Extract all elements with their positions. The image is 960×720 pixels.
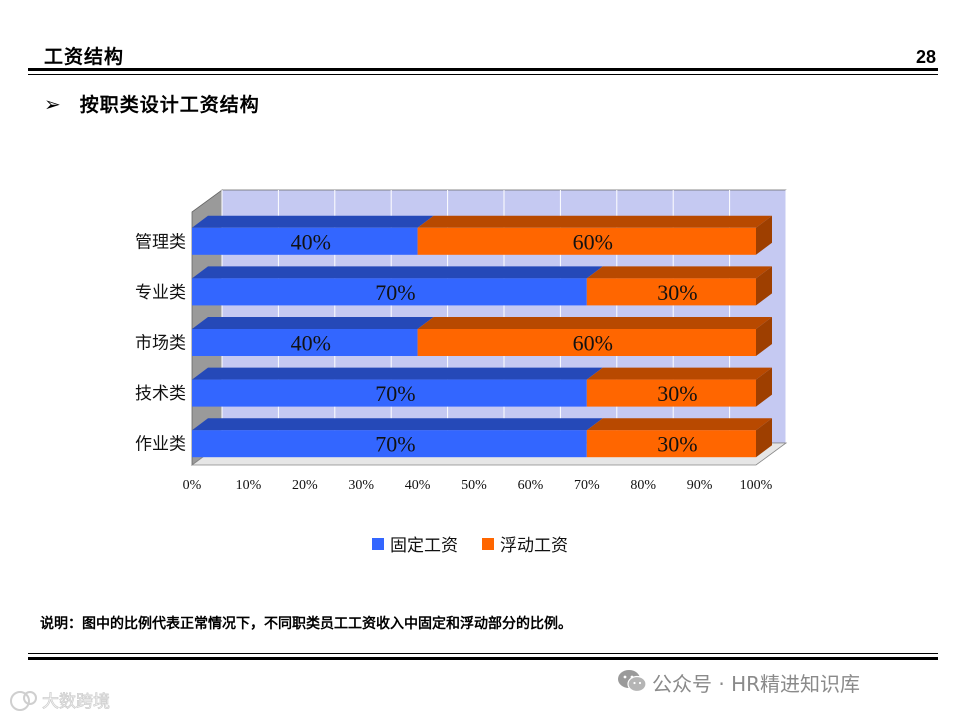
corner-logo: 大数跨境: [10, 691, 110, 712]
arrow-bullet-icon: ➢: [44, 91, 62, 116]
bar-data-label: 70%: [375, 280, 415, 305]
bar-top-face: [586, 266, 772, 279]
bar-side-face: [756, 215, 772, 255]
x-tick-label: 70%: [574, 478, 600, 493]
bar-segment: [417, 227, 756, 255]
bar-segment: [586, 430, 756, 458]
category-label: 管理类: [135, 232, 186, 252]
bar-segment: [417, 329, 756, 356]
bar-data-label: 30%: [657, 432, 697, 457]
footnote: 说明：图中的比例代表正常情况下，不同职类员工工资收入中固定和浮动部分的比例。: [40, 616, 572, 632]
bar-top-face: [192, 418, 603, 431]
header-rule-thick: [28, 68, 938, 71]
section-heading: ➢ 按职类设计工资结构: [44, 90, 260, 117]
section-heading-text: 按职类设计工资结构: [79, 94, 260, 116]
x-tick-label: 90%: [687, 478, 713, 493]
bar-data-label: 40%: [291, 229, 331, 254]
bar-top-face: [417, 317, 772, 329]
wechat-icon: [618, 670, 647, 693]
category-label: 技术类: [135, 384, 186, 404]
bar-data-label: 30%: [657, 280, 697, 305]
bar-side-face: [756, 367, 772, 407]
bar-side-face: [756, 418, 772, 458]
legend-label: 浮动工资: [500, 536, 568, 556]
x-tick-label: 20%: [292, 478, 318, 493]
x-tick-label: 40%: [405, 478, 431, 493]
legend-label: 固定工资: [390, 536, 458, 556]
bar-top-face: [586, 367, 772, 380]
x-tick-label: 50%: [461, 478, 487, 493]
bar-segment: [192, 379, 587, 407]
bar-data-label: 70%: [375, 432, 415, 457]
bar-data-label: 70%: [375, 381, 415, 406]
x-tick-label: 0%: [183, 478, 202, 493]
category-label: 作业类: [135, 435, 186, 455]
bar-segment: [586, 379, 756, 407]
bar-side-face: [756, 266, 772, 306]
bar-segment: [192, 227, 418, 255]
bar-top-face: [192, 215, 434, 228]
bar-side-face: [756, 317, 772, 356]
legend-swatch: [482, 538, 494, 550]
bar-data-label: 40%: [291, 331, 331, 356]
bar-segment: [192, 278, 587, 306]
x-tick-label: 80%: [630, 478, 656, 493]
footer-rule-thick: [28, 657, 938, 660]
bar-data-label: 60%: [573, 331, 613, 356]
bar-top-face: [192, 367, 603, 380]
x-tick-label: 10%: [236, 478, 262, 493]
bar-data-label: 30%: [657, 381, 697, 406]
header-rule-thin: [28, 74, 938, 75]
x-tick-label: 100%: [740, 478, 773, 493]
bar-top-face: [192, 317, 434, 329]
category-label: 专业类: [135, 283, 186, 303]
page-title: 工资结构: [44, 46, 125, 68]
category-label: 市场类: [135, 334, 186, 354]
x-tick-label: 60%: [518, 478, 544, 493]
bar-top-face: [192, 266, 603, 279]
bar-data-label: 60%: [573, 229, 613, 254]
bar-segment: [192, 329, 418, 356]
bar-top-face: [417, 215, 772, 228]
corner-logo-text: 大数跨境: [42, 692, 110, 712]
legend-swatch: [372, 538, 384, 550]
bar-segment: [586, 278, 756, 306]
watermark-text: 公众号 · HR精进知识库: [652, 672, 861, 696]
bar-segment: [192, 430, 587, 458]
footer-rule-thin: [28, 653, 938, 654]
bar-top-face: [586, 418, 772, 431]
page-number: 28: [915, 47, 936, 67]
x-tick-label: 30%: [348, 478, 374, 493]
